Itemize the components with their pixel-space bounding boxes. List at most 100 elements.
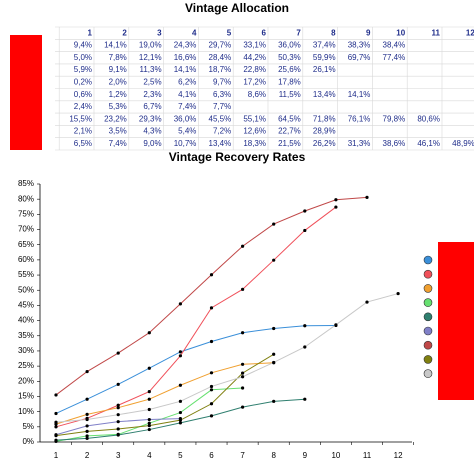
table-cell: 13,4% (313, 90, 336, 99)
table-cell: 11,5% (279, 90, 301, 99)
data-point (147, 407, 151, 412)
x-tick-label: 11 (363, 451, 372, 460)
table-cell: 55,1% (243, 114, 266, 123)
table-cell: 10,7% (174, 139, 197, 148)
data-point (54, 420, 58, 424)
table-cell: 15,5% (69, 114, 92, 123)
table-cell: 2,4% (74, 102, 92, 111)
table-cell: 9,1% (109, 65, 127, 74)
table-header: 1 (88, 28, 93, 37)
series-line (55, 293, 399, 423)
table-cell: 2,1% (74, 127, 92, 136)
data-point (85, 369, 89, 374)
table-cell: 23,2% (104, 114, 127, 123)
data-point (303, 209, 307, 213)
series-line (55, 196, 368, 396)
table-cell: 26,2% (313, 139, 336, 148)
data-point (241, 375, 245, 379)
data-point (178, 350, 182, 354)
x-tick-label: 6 (209, 451, 214, 460)
series-line (55, 206, 337, 428)
table-cell: 7,7% (213, 102, 231, 111)
table-cell: 77,4% (383, 53, 406, 62)
x-tick-label: 3 (116, 451, 121, 460)
table-cell: 28,4% (209, 53, 232, 62)
data-point (272, 258, 276, 262)
data-point (209, 273, 214, 277)
data-point (334, 323, 338, 327)
data-point (241, 371, 245, 375)
table-cell: 16,6% (174, 53, 197, 62)
data-point (147, 424, 151, 428)
data-point (178, 399, 182, 403)
data-point (178, 418, 182, 422)
table-header: 10 (396, 28, 405, 37)
table-cell: 33,1% (243, 41, 266, 50)
table-cell: 37,4% (313, 41, 336, 50)
table-cell: 2,0% (109, 77, 127, 86)
data-point (116, 351, 120, 355)
series-line (55, 362, 274, 425)
data-point (147, 397, 151, 401)
data-point (85, 429, 89, 433)
table-cell: 79,8% (383, 114, 406, 123)
table-cell: 24,3% (174, 41, 197, 50)
data-point (147, 427, 151, 432)
table-header: 2 (122, 28, 127, 37)
x-tick-label: 9 (303, 451, 308, 460)
table-cell: 13,4% (209, 139, 232, 148)
data-point (85, 434, 89, 438)
data-point (116, 406, 120, 410)
data-point (85, 436, 89, 440)
table-header: 3 (157, 28, 162, 37)
data-point (116, 413, 120, 417)
data-point (85, 417, 89, 422)
y-tick-label: 10% (18, 407, 34, 416)
y-tick-label: 85% (18, 179, 34, 188)
data-point (241, 244, 245, 248)
table-cell: 29,3% (139, 114, 162, 123)
table-cell: 4,3% (143, 127, 161, 136)
data-point (241, 386, 245, 390)
red-block (10, 35, 42, 150)
series-line (55, 324, 336, 414)
data-point (116, 403, 120, 407)
data-point (365, 300, 369, 304)
table-cell: 6,5% (74, 139, 92, 148)
legend-marker (423, 269, 433, 279)
table-cell: 3,5% (109, 127, 127, 136)
table-cell: 25,6% (278, 65, 301, 74)
table-cell: 9,4% (74, 41, 92, 50)
chart-title: Vintage Recovery Rates (169, 150, 306, 164)
data-point (209, 402, 214, 406)
legend-marker (423, 340, 433, 350)
data-point (334, 205, 338, 209)
data-point (241, 362, 245, 366)
table-cell: 2,3% (143, 90, 161, 99)
table-cell: 6,7% (143, 102, 161, 111)
data-point (272, 326, 276, 331)
table-cell: 12,6% (243, 127, 266, 136)
table-cell: 22,8% (243, 65, 266, 74)
table-cell: 5,4% (178, 127, 196, 136)
x-tick-label: 5 (178, 451, 183, 460)
data-point (116, 433, 120, 437)
x-tick-label: 2 (85, 451, 90, 460)
table-cell: 1,2% (109, 90, 127, 99)
table-cell: 5,9% (74, 65, 92, 74)
y-tick-label: 40% (18, 316, 34, 325)
data-point (334, 198, 338, 202)
table-cell: 14,1% (174, 65, 197, 74)
data-point (54, 411, 58, 416)
table-cell: 19,0% (139, 41, 162, 50)
table-cell: 44,2% (243, 53, 266, 62)
data-point (209, 384, 214, 389)
data-point (178, 421, 182, 425)
y-tick-label: 45% (18, 301, 34, 310)
data-point (54, 434, 58, 438)
table-cell: 80,6% (417, 114, 440, 123)
x-tick-label: 1 (54, 451, 59, 460)
legend-marker (423, 326, 433, 336)
data-point (272, 222, 276, 226)
